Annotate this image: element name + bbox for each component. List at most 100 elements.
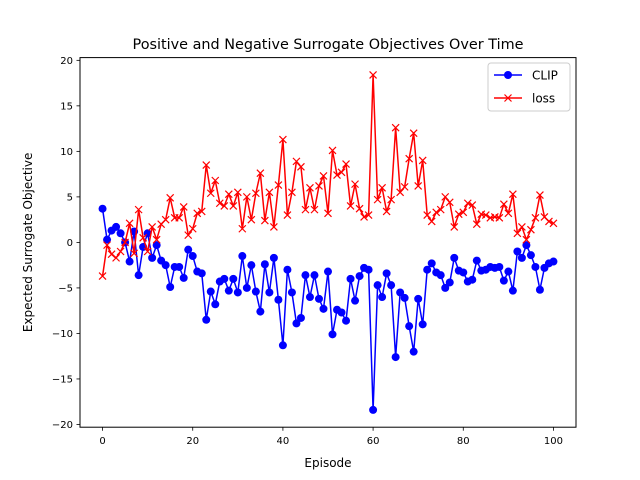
data-point-clip — [269, 253, 278, 262]
data-point-clip — [526, 251, 535, 260]
data-point-loss — [504, 209, 513, 218]
data-point-loss — [454, 210, 463, 219]
data-point-loss — [220, 202, 229, 210]
data-point-loss — [508, 190, 517, 199]
data-point-clip — [224, 286, 233, 295]
data-point-clip — [531, 262, 540, 271]
data-point-clip — [233, 288, 242, 297]
data-point-clip — [184, 245, 193, 254]
data-point-loss — [256, 169, 265, 178]
data-point-clip — [206, 287, 215, 296]
data-point-loss — [409, 129, 418, 138]
data-point-clip — [513, 247, 522, 256]
data-point-loss — [152, 235, 161, 244]
data-point-loss — [328, 146, 337, 155]
data-point-clip — [396, 288, 405, 297]
data-point-loss — [274, 181, 283, 189]
data-point-loss — [103, 241, 111, 250]
data-point-clip — [202, 315, 211, 324]
data-point-loss — [238, 224, 247, 233]
data-point-clip — [508, 286, 517, 295]
data-point-clip — [499, 276, 508, 285]
data-point-clip — [166, 283, 175, 292]
data-point-loss — [450, 222, 459, 231]
data-point-loss — [436, 205, 445, 214]
data-point-loss — [202, 161, 211, 169]
data-point-clip — [188, 252, 197, 261]
axes: 0 20 40 60 80 100 −20 −15 −10 −5 0 5 10 15 20 — [52, 56, 563, 447]
data-point-loss — [387, 195, 396, 204]
data-point-loss — [391, 123, 400, 132]
data-point-clip — [391, 353, 400, 362]
data-point-loss — [247, 215, 256, 224]
data-point-clip — [247, 261, 256, 270]
y-tick-label: 5 — [67, 192, 73, 203]
data-point-clip — [278, 341, 287, 350]
data-point-loss — [215, 199, 224, 208]
y-tick-label: 15 — [60, 101, 73, 112]
data-point-clip — [324, 267, 332, 276]
data-point-loss — [400, 182, 409, 191]
data-point-clip — [378, 293, 387, 302]
data-point-clip — [310, 271, 319, 280]
data-point-loss — [116, 247, 125, 256]
data-point-loss — [242, 192, 251, 201]
data-point-loss — [148, 222, 157, 231]
data-point-loss — [396, 188, 405, 197]
data-point-clip — [328, 330, 337, 339]
data-point-loss — [134, 205, 143, 214]
legend-label-clip: CLIP — [532, 69, 558, 83]
data-point-loss — [418, 156, 427, 165]
data-point-clip — [405, 322, 414, 331]
data-point-clip — [418, 320, 427, 329]
plot-area — [98, 70, 558, 414]
data-point-loss — [161, 215, 170, 224]
data-point-loss — [125, 219, 134, 228]
data-point-loss — [107, 250, 116, 259]
data-point-clip — [265, 288, 274, 297]
data-point-loss — [184, 231, 193, 240]
data-point-clip — [179, 273, 188, 282]
data-point-loss — [166, 193, 175, 202]
data-point-loss — [463, 199, 472, 208]
x-tick-label: 40 — [277, 436, 290, 447]
data-point-clip — [314, 294, 323, 303]
data-point-clip — [229, 274, 238, 283]
data-point-clip — [423, 265, 432, 274]
data-point-loss — [369, 70, 378, 79]
data-point-clip — [251, 287, 260, 296]
data-point-clip — [342, 316, 351, 325]
data-point-clip — [305, 293, 314, 302]
y-tick-label: 10 — [60, 147, 73, 158]
data-point-loss — [378, 183, 387, 192]
data-point-clip — [441, 283, 450, 292]
data-point-clip — [427, 259, 436, 268]
x-tick-label: 100 — [544, 436, 563, 447]
data-point-clip — [296, 313, 305, 322]
data-point-loss — [536, 191, 544, 199]
legend: CLIP loss — [487, 62, 571, 112]
data-point-loss — [98, 272, 107, 281]
data-point-clip — [450, 253, 459, 262]
data-point-clip — [274, 295, 283, 304]
data-point-loss — [224, 190, 233, 199]
data-point-clip — [256, 307, 265, 316]
data-point-loss — [459, 208, 468, 217]
data-point-clip — [436, 271, 445, 280]
data-point-loss — [531, 213, 540, 222]
data-point-clip — [409, 347, 418, 356]
data-point-clip — [373, 281, 382, 290]
data-point-clip — [468, 275, 477, 284]
data-point-clip — [319, 304, 328, 313]
data-point-clip — [125, 257, 134, 266]
data-point-loss — [112, 253, 120, 262]
data-point-loss — [193, 209, 202, 218]
data-point-loss — [432, 208, 441, 217]
data-point-clip — [220, 274, 229, 283]
data-point-loss — [265, 188, 274, 197]
data-point-loss — [522, 235, 531, 244]
data-point-loss — [360, 212, 368, 221]
data-point-loss — [472, 220, 481, 229]
data-point-clip — [242, 283, 251, 292]
